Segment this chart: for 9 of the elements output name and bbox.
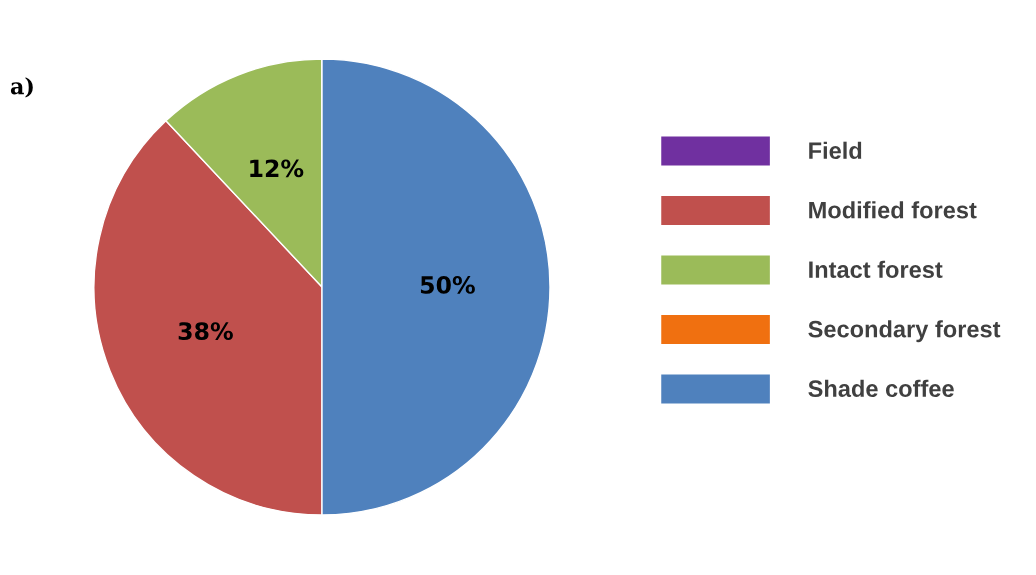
legend-label: Intact forest: [809, 260, 943, 279]
legend-label: Modified forest: [809, 201, 977, 219]
data-label: 50%: [420, 275, 475, 294]
legend-label: Secondary forest: [808, 320, 1001, 343]
text: a): [10, 77, 33, 98]
data-label: 38%: [178, 322, 233, 341]
data-label: 12%: [250, 159, 304, 178]
legend-label: Shade coffee: [808, 379, 954, 398]
legend-label: Field: [809, 141, 862, 160]
